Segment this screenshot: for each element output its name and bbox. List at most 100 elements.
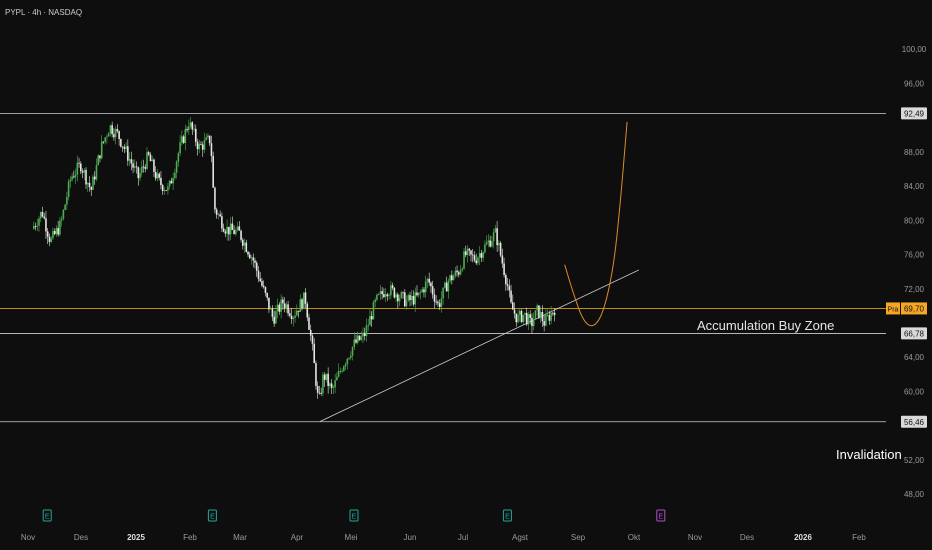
candle-body xyxy=(295,310,298,316)
x-tick-label: 2026 xyxy=(794,533,812,542)
candle-body xyxy=(351,346,354,356)
candle-body xyxy=(337,370,340,377)
symbol-title: PYPL · 4h · NASDAQ xyxy=(5,8,83,17)
candle-body xyxy=(151,159,154,162)
candle-body xyxy=(517,314,519,323)
candle-body xyxy=(83,169,86,173)
x-tick-label: Sep xyxy=(571,533,586,542)
x-tick-label: Mar xyxy=(233,533,247,542)
support-trendline[interactable] xyxy=(320,269,640,422)
candle-body xyxy=(161,185,164,192)
candle-body xyxy=(241,239,244,246)
candle-body xyxy=(463,251,465,269)
level-price-tag-label: 92,49 xyxy=(904,109,925,118)
candle-body xyxy=(186,129,188,131)
candle-body xyxy=(397,294,399,302)
earnings-icon[interactable] xyxy=(349,509,359,522)
candle-body xyxy=(524,312,526,315)
candle-body xyxy=(332,387,335,389)
candle-body xyxy=(362,332,364,337)
candle-body xyxy=(193,128,195,130)
candle-body xyxy=(536,305,538,311)
x-tick-label: Feb xyxy=(183,533,197,542)
candle-body xyxy=(346,358,349,365)
y-tick-label: 48,00 xyxy=(904,490,925,499)
candle-body xyxy=(329,383,331,387)
y-tick-label: 100,00 xyxy=(902,45,927,54)
candle-body xyxy=(435,301,437,303)
candle-body xyxy=(114,129,117,138)
candle-body xyxy=(539,312,542,318)
earnings-icon[interactable] xyxy=(207,509,217,522)
x-tick-label: Nov xyxy=(688,533,702,542)
candle-body xyxy=(414,292,417,305)
candle-body xyxy=(374,299,376,303)
candle-body xyxy=(543,321,545,326)
candle-body xyxy=(85,169,87,185)
candle-body xyxy=(360,336,363,340)
candle-body xyxy=(496,228,498,246)
candle-body xyxy=(292,317,295,320)
candle-body xyxy=(445,282,448,292)
candle-body xyxy=(128,159,131,161)
candle-body xyxy=(498,242,500,246)
candle-body xyxy=(170,180,173,184)
candle-body xyxy=(53,231,56,235)
candle-body xyxy=(541,312,544,322)
candle-body xyxy=(153,159,155,172)
candle-body xyxy=(34,226,37,227)
candle-body xyxy=(111,125,113,135)
candle-body xyxy=(80,163,82,172)
candle-body xyxy=(266,292,268,298)
symbol-tag xyxy=(886,302,900,315)
candle-body xyxy=(201,144,204,150)
candle-body xyxy=(492,232,495,242)
candle-body xyxy=(118,131,120,140)
candle-body xyxy=(395,294,397,298)
candle-body xyxy=(430,282,432,287)
x-tick-label: Okt xyxy=(628,533,641,542)
candle-body xyxy=(135,166,138,168)
candle-body xyxy=(268,297,270,310)
candle-body xyxy=(269,308,272,310)
candle-body xyxy=(459,269,462,275)
candle-body xyxy=(282,299,284,304)
candle-body xyxy=(393,287,396,298)
candle-body xyxy=(92,176,94,190)
earnings-icon[interactable] xyxy=(502,509,512,522)
candle-body xyxy=(280,299,282,312)
candle-body xyxy=(485,242,488,245)
candle-body xyxy=(348,357,350,359)
candle-body xyxy=(38,218,40,226)
candle-body xyxy=(32,226,35,229)
candle-body xyxy=(407,295,410,301)
candle-body xyxy=(531,317,533,327)
candle-body xyxy=(353,339,356,347)
candle-body xyxy=(97,155,100,166)
candle-body xyxy=(369,316,371,326)
candle-body xyxy=(245,242,248,252)
candle-body xyxy=(194,128,197,142)
candle-body xyxy=(538,305,540,318)
candle-body xyxy=(76,162,79,175)
candle-body xyxy=(494,228,497,233)
earnings-icon[interactable] xyxy=(42,509,52,522)
earnings-icon[interactable] xyxy=(656,509,666,522)
y-tick-label: 84,00 xyxy=(904,182,925,191)
symbol-tag-label: Pra xyxy=(888,306,899,313)
y-tick-label: 76,00 xyxy=(904,251,925,260)
x-tick-label: Des xyxy=(740,533,754,542)
candle-body xyxy=(139,172,141,179)
candle-body xyxy=(484,244,486,253)
candle-body xyxy=(132,163,134,168)
candle-body xyxy=(341,370,343,372)
candle-body xyxy=(172,178,174,184)
candle-body xyxy=(355,339,357,343)
projection-curve[interactable] xyxy=(564,121,628,327)
candle-body xyxy=(449,275,451,281)
candle-body xyxy=(377,293,380,295)
candle-body xyxy=(491,241,493,247)
x-tick-label: 2025 xyxy=(127,533,145,542)
candle-body xyxy=(257,270,260,279)
